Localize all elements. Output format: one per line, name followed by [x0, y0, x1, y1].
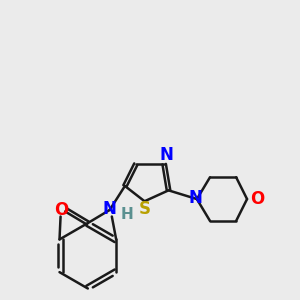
Text: S: S	[139, 200, 151, 218]
Text: H: H	[121, 207, 134, 222]
Text: N: N	[103, 200, 117, 218]
Text: O: O	[250, 190, 264, 208]
Text: O: O	[55, 201, 69, 219]
Text: N: N	[159, 146, 173, 164]
Text: N: N	[189, 189, 203, 207]
